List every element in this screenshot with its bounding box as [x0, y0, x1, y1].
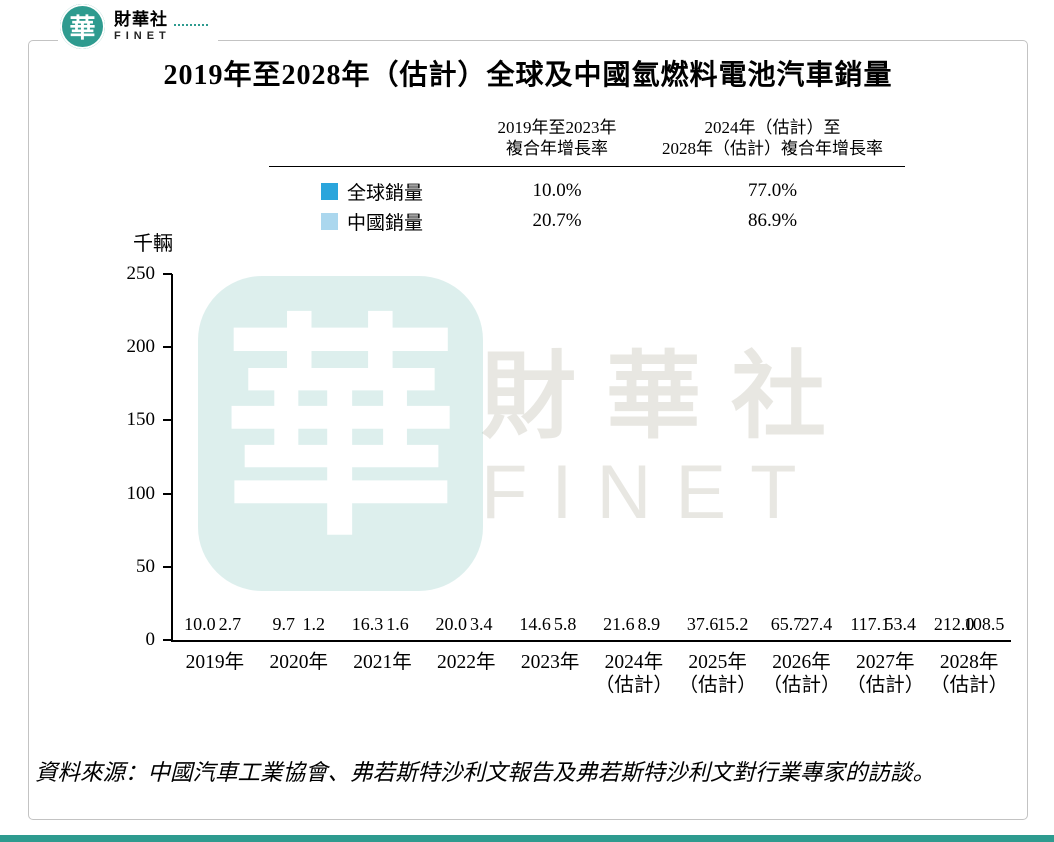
bar-value-label: 20.0 — [435, 614, 468, 634]
category-group: 117.1 53.4 2027年 （估計） — [843, 274, 927, 696]
bar-value-label: 10.0 — [184, 614, 216, 634]
x-axis-label: 2020年 — [269, 652, 328, 673]
bar-value-label: 1.6 — [386, 614, 409, 634]
y-axis-tick-label: 50 — [136, 555, 155, 577]
china-cagr-2: 86.9% — [747, 210, 798, 231]
global-cagr-2: 77.0% — [747, 180, 798, 201]
global-series-swatch — [321, 182, 338, 200]
bar-value-label: 1.2 — [302, 614, 325, 634]
category-group: 37.6 15.2 2025年 （估計） — [676, 274, 760, 696]
bar-value-label: 21.6 — [603, 614, 635, 634]
finet-logo: 華 財華社 FINET — [58, 4, 218, 49]
x-axis-label: 2019年 — [185, 652, 245, 673]
bar-value-label: 212.0 — [933, 614, 975, 634]
y-axis-tick — [163, 346, 172, 349]
chart-title: 2019年至2028年（估計）全球及中國氫燃料電池汽車銷量 — [163, 60, 893, 91]
bar-value-label: 9.7 — [272, 614, 295, 634]
category-group: 9.7 1.2 2020年 — [257, 274, 341, 673]
cagr-legend-table: 2019年至2023年 複合年增長率 2024年（估計）至 2028年（估計）複… — [269, 117, 905, 236]
bar-value-label: 53.4 — [884, 614, 917, 634]
plot-area: 華 財華社 FINET 10.0 2.7 2019年 9.7 1.2 2020年 16.3 1… — [127, 263, 1011, 696]
bar-value-label: 37.6 — [686, 614, 719, 634]
category-group: 20.0 3.4 2022年 — [424, 274, 508, 673]
brand-name: 財華社 — [114, 10, 168, 30]
x-axis-label: 2027年 （估計） — [846, 652, 925, 696]
x-axis-label: 2028年 （估計） — [930, 652, 1009, 696]
logo-text: 財華社 FINET — [114, 10, 208, 42]
bar-value-label: 108.5 — [963, 614, 1005, 634]
bar-value-label: 16.3 — [351, 614, 384, 634]
bar-value-label: 5.8 — [553, 614, 577, 634]
legend-row-china: 中國銷量 20.7% 86.9% — [269, 206, 905, 236]
bar-value-label: 8.9 — [637, 614, 661, 634]
category-group: 10.0 2.7 2019年 — [173, 274, 257, 673]
y-axis-tick — [163, 639, 172, 641]
footer-accent-bar — [0, 835, 1054, 842]
y-axis-unit-label: 千輛 — [133, 233, 173, 255]
y-axis-tick — [163, 419, 172, 422]
china-series-swatch — [321, 212, 338, 230]
legend-row-global: 全球銷量 10.0% 77.0% — [269, 176, 905, 206]
y-axis-tick-label: 250 — [126, 263, 156, 284]
bar-value-label: 3.4 — [470, 614, 493, 634]
china-series-label: 中國銷量 — [347, 212, 424, 234]
logo-char: 華 — [69, 14, 96, 43]
cagr-col1-header: 2019年至2023年 複合年增長率 — [497, 118, 617, 158]
watermark-text-cn: 財華社 — [481, 344, 857, 450]
legend-table-rule — [269, 166, 905, 167]
y-axis-tick — [163, 273, 172, 275]
source-note: 資料來源：中國汽車工業協會、弗若斯特沙利文報告及弗若斯特沙利文對行業專家的訪談。 — [35, 760, 936, 785]
y-axis-tick — [163, 565, 172, 568]
cagr-col2-header: 2024年（估計）至 2028年（估計）複合年增長率 — [662, 118, 883, 158]
category-group: 16.3 1.6 2021年 — [341, 274, 425, 673]
category-group: 212.0 108.5 2028年 （估計） — [927, 274, 1011, 696]
cagr-table-header: 2019年至2023年 複合年增長率 2024年（估計）至 2028年（估計）複… — [269, 117, 905, 159]
category-group: 21.6 8.9 2024年 （估計） — [592, 274, 676, 696]
china-cagr-1: 20.7% — [532, 210, 582, 231]
watermark-text: 財華社 FINET — [481, 350, 856, 531]
y-axis-tick-label: 150 — [126, 409, 156, 431]
bar-value-label: 2.7 — [218, 614, 242, 634]
watermark-text-en: FINET — [481, 450, 821, 535]
x-axis-label: 2023年 — [520, 652, 580, 673]
global-cagr-1: 10.0% — [532, 180, 582, 201]
global-series-label: 全球銷量 — [347, 182, 424, 204]
y-axis-tick-label: 200 — [126, 336, 156, 358]
y-axis-tick-label: 100 — [126, 482, 156, 504]
y-axis-tick — [163, 492, 172, 495]
bar-groups: 10.0 2.7 2019年 9.7 1.2 2020年 16.3 1.6 2021年 20.0 3… — [173, 274, 1011, 696]
bar-value-label: 65.7 — [770, 614, 803, 634]
x-axis-label: 2021年 — [353, 652, 412, 673]
x-axis-label: 2024年 （估計） — [594, 652, 673, 696]
bar-value-label: 15.2 — [716, 614, 749, 634]
x-axis-label: 2026年 （估計） — [762, 652, 841, 696]
category-group: 65.7 27.4 2026年 （估計） — [760, 274, 844, 696]
x-axis-label: 2025年 （估計） — [678, 652, 757, 696]
figure-card: 2019年至2028年（估計）全球及中國氫燃料電池汽車銷量 2019年至2023… — [28, 40, 1028, 820]
y-axis-tick-label: 0 — [145, 629, 156, 650]
brand-name-en: FINET — [114, 29, 171, 42]
x-axis-label: 2022年 — [437, 652, 496, 673]
bar-value-label: 27.4 — [800, 614, 833, 634]
logo-dotted-divider — [174, 23, 208, 26]
bar-value-label: 117.1 — [850, 614, 891, 634]
watermark-seal: 華 — [198, 276, 483, 591]
bar-value-label: 14.6 — [519, 614, 551, 634]
watermark-seal-char: 華 — [223, 303, 458, 563]
category-group: 14.6 5.8 2023年 — [508, 274, 592, 673]
finet-seal-icon: 華 — [60, 4, 105, 49]
